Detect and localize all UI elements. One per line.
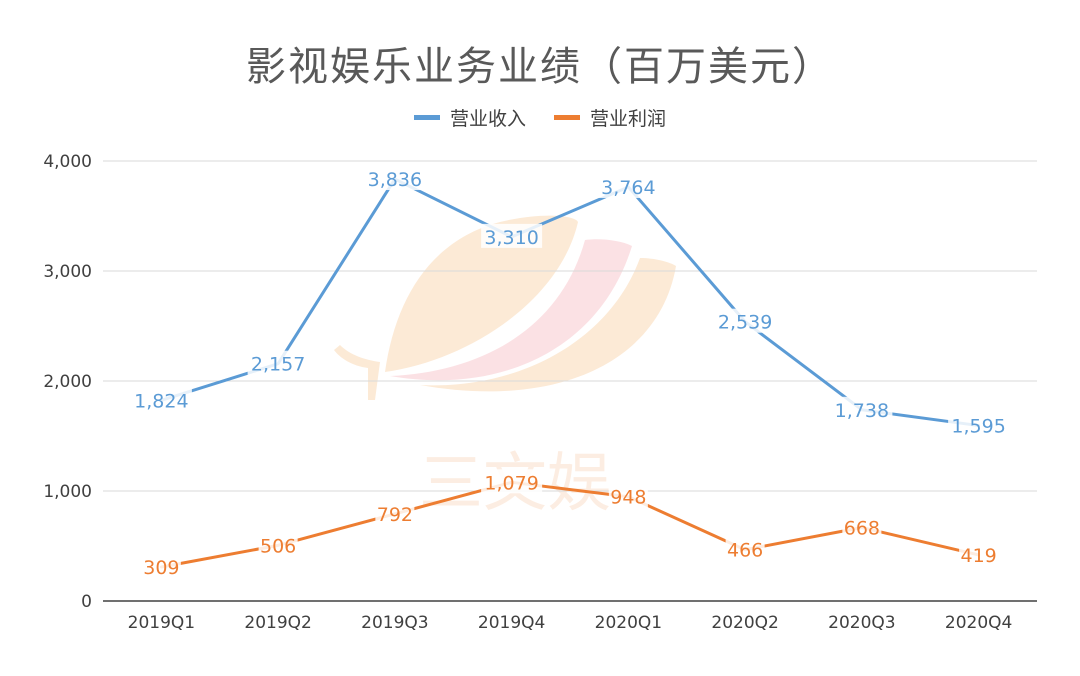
x-axis-ticks: 2019Q1 2019Q2 2019Q3 2019Q4 2020Q1 2020Q2 2020… [128,613,1013,633]
x-tick-label: 2019Q3 [361,613,428,633]
x-tick-label: 2020Q2 [711,613,778,633]
y-tick-label: 4,000 [43,152,92,172]
data-label-bg [842,514,882,539]
legend-label-profit: 营业利润 [590,108,667,130]
data-label: 3,764 [601,177,655,199]
data-label: 419 [960,545,996,567]
data-label: 1,079 [484,472,538,494]
data-label-bg [481,469,543,494]
legend: 营业收入 营业利润 [0,104,1080,131]
data-labels: 1,824 2,157 3,836 3,310 3,764 2,539 1,738 1,595… [130,166,1010,579]
data-label-bg [375,500,415,525]
data-label: 948 [610,487,646,509]
y-tick-label: 0 [81,592,92,612]
data-label: 1,738 [835,400,889,422]
data-label: 1,595 [951,416,1005,438]
data-label-bg [247,350,309,375]
x-tick-label: 2019Q4 [478,613,545,633]
data-label: 2,157 [251,354,305,376]
data-label-bg [481,223,543,248]
y-tick-label: 1,000 [43,482,92,502]
data-label: 792 [377,504,413,526]
data-label-bg [608,483,648,508]
x-tick-label: 2020Q1 [595,613,662,633]
watermark-stem [334,345,380,400]
data-label-bg [364,166,426,191]
watermark-leaf-icon [385,215,578,372]
data-label: 1,824 [134,390,188,412]
y-tick-label: 3,000 [43,262,92,282]
data-label: 668 [844,518,880,540]
watermark-logo: 三文娱 [334,215,676,521]
x-tick-label: 2019Q1 [128,613,195,633]
legend-swatch-profit [554,115,580,120]
data-label-bg [597,173,659,198]
y-axis-ticks: 0 1,000 2,000 3,000 4,000 [43,152,92,612]
data-label-bg [725,536,765,561]
y-tick-label: 2,000 [43,372,92,392]
data-label-bg [714,308,776,333]
legend-swatch-revenue [413,115,440,120]
data-label-bg [959,541,999,566]
series-line-revenue [159,177,981,428]
data-label: 466 [727,540,763,562]
data-label: 2,539 [718,312,772,334]
x-tick-label: 2019Q2 [244,613,311,633]
legend-item-profit: 营业利润 [554,104,666,131]
data-label: 506 [260,535,296,557]
data-label: 309 [143,557,179,579]
legend-item-revenue: 营业收入 [413,104,526,131]
data-label-bg [948,412,1010,437]
legend-label-revenue: 营业收入 [449,108,526,130]
watermark-arc-orange [420,258,676,392]
data-label-bg [258,532,298,557]
data-label-bg [130,387,192,412]
x-tick-label: 2020Q3 [828,613,895,633]
watermark-arc-pink [390,239,632,381]
data-label-bg [831,396,893,421]
x-tick-label: 2020Q4 [945,613,1012,633]
data-label: 3,836 [368,169,422,191]
data-label: 3,310 [484,227,538,249]
data-label-bg [141,554,181,579]
chart-title: 影视娱乐业务业绩（百万美元） [246,44,834,90]
